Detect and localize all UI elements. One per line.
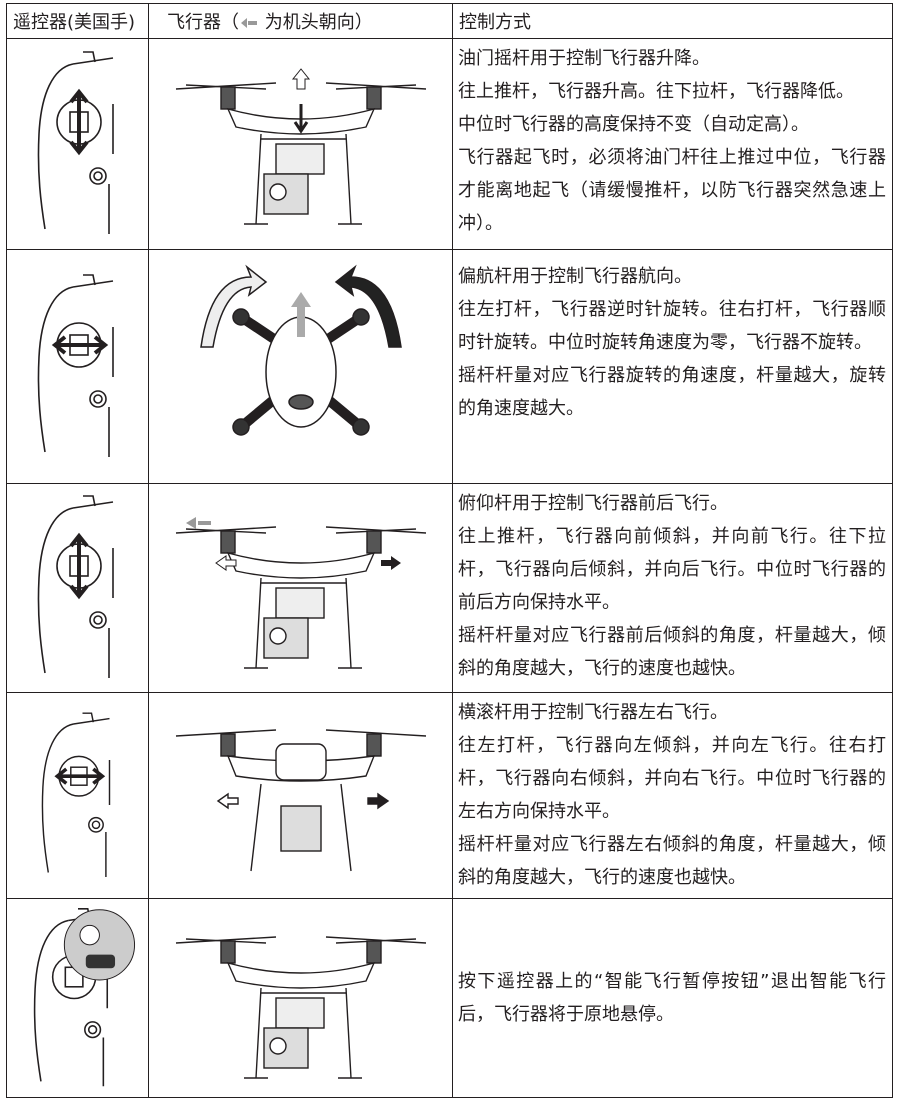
cell: 横滚杆用于控制飞行器左右飞行。往左打杆，飞行器向左倾斜，并向左飞行。往右打杆，飞… <box>452 692 893 899</box>
cell <box>6 692 149 899</box>
illustration-part <box>219 732 236 757</box>
illustration-part <box>366 792 389 809</box>
illustration-part <box>68 532 89 600</box>
illustration-part <box>199 264 402 436</box>
illustration-part <box>185 517 211 529</box>
control-table: 遥控器(美国手) 飞行器（ 为机头朝向） 控制方式 油门摇杆用于控制飞行器升降。… <box>6 3 893 1098</box>
illustration-part <box>175 728 426 871</box>
desc-line: 飞行器起飞时，必须将油门杆往上推过中位，飞行器才能离地起飞（请缓慢推杆，以防飞行… <box>458 147 886 234</box>
illustration-part <box>63 908 135 980</box>
row: 偏航杆用于控制飞行器航向。往左打杆，飞行器逆时针旋转。往右打杆，飞行器顺时针旋转… <box>6 249 893 484</box>
illustration-part <box>365 732 382 757</box>
illustration-part <box>174 526 427 669</box>
illustration-part <box>231 307 250 326</box>
desc-line: 摇杆杆量对应飞行器旋转的角速度，杆量越大，旋转的角速度越大。 <box>458 365 886 419</box>
cell <box>6 38 149 250</box>
header-remote: 遥控器(美国手) <box>6 3 149 39</box>
illustration-part <box>216 792 239 809</box>
drone-illustration <box>174 517 427 669</box>
remote-illustration <box>37 51 114 235</box>
illustration-part <box>279 804 322 852</box>
illustration-part <box>334 264 402 348</box>
illustration-part <box>249 783 352 871</box>
illustration-part <box>175 728 426 737</box>
cell: 偏航杆用于控制飞行器航向。往左打杆，飞行器逆时针旋转。往右打杆，飞行器顺时针旋转… <box>452 249 893 484</box>
header-aircraft: 飞行器（ 为机头朝向） <box>148 3 453 39</box>
illustration-part <box>214 555 236 571</box>
illustration-part <box>287 393 314 410</box>
cell <box>6 483 149 693</box>
remote-illustration <box>37 495 114 679</box>
illustration-part <box>85 954 115 968</box>
head-arrow-icon <box>241 18 257 28</box>
desc-line: 往左打杆，飞行器逆时针旋转。往右打杆，飞行器顺时针旋转。中位时旋转角速度为零，飞… <box>458 299 886 353</box>
header-text: 为机头朝向） <box>264 12 373 33</box>
cell <box>6 898 149 1098</box>
cell <box>148 249 453 484</box>
desc-line: 往上推杆，飞行器向前倾斜，并向前飞行。往下拉杆，飞行器向后倾斜，并向后飞行。中位… <box>458 526 886 613</box>
illustration-part <box>174 936 427 1079</box>
illustration-part <box>41 711 110 878</box>
illustration-part <box>290 291 311 337</box>
illustration-part <box>53 767 105 785</box>
desc-line: 往上推杆，飞行器升高。往下拉杆，飞行器降低。 <box>458 81 854 102</box>
illustration-part <box>78 924 100 945</box>
desc-line: 摇杆杆量对应飞行器左右倾斜的角度，杆量越大，倾斜的角度越大，飞行的速度也越快。 <box>458 834 886 888</box>
cell <box>148 898 453 1098</box>
illustration-part <box>291 68 310 90</box>
illustration-part <box>351 417 370 436</box>
row: 按下遥控器上的“智能飞行暂停按钮”退出智能飞行后，飞行器将于原地悬停。 <box>6 898 893 1098</box>
illustration-part <box>37 273 114 458</box>
row: 俯仰杆用于控制飞行器前后飞行。往上推杆，飞行器向前倾斜，并向前飞行。往下拉杆，飞… <box>6 483 893 693</box>
header-row: 遥控器(美国手) 飞行器（ 为机头朝向） 控制方式 <box>6 3 893 39</box>
desc-line: 油门摇杆用于控制飞行器升降。 <box>458 48 710 69</box>
illustration-part <box>231 417 250 436</box>
illustration-part <box>37 495 114 679</box>
desc-line: 往左打杆，飞行器向左倾斜，并向左飞行。往右打杆，飞行器向右倾斜，并向右飞行。中位… <box>458 735 886 822</box>
row: 横滚杆用于控制飞行器左右飞行。往左打杆，飞行器向左倾斜，并向左飞行。往右打杆，飞… <box>6 692 893 899</box>
cell <box>6 249 149 484</box>
illustration-part <box>37 51 114 235</box>
drone-illustration <box>174 936 427 1079</box>
desc-line: 中位时飞行器的高度保持不变（自动定高）。 <box>458 114 809 135</box>
desc-line: 横滚杆用于控制飞行器左右飞行。 <box>458 702 728 723</box>
cell: 按下遥控器上的“智能飞行暂停按钮”退出智能飞行后，飞行器将于原地悬停。 <box>452 898 893 1098</box>
illustration-part <box>68 88 89 156</box>
header-text: 飞行器（ <box>167 12 239 33</box>
illustration-part <box>293 104 308 134</box>
remote-illustration <box>33 907 135 1087</box>
illustration-part <box>241 18 257 28</box>
desc-line: 俯仰杆用于控制飞行器前后飞行。 <box>458 493 728 514</box>
row: 油门摇杆用于控制飞行器升降。往上推杆，飞行器升高。往下拉杆，飞行器降低。 中位时飞… <box>6 38 893 250</box>
drone-rear-illustration <box>175 728 426 871</box>
desc-line: 按下遥控器上的“智能飞行暂停按钮”退出智能飞行后，飞行器将于原地悬停。 <box>458 970 886 1025</box>
drone-top-illustration <box>199 264 402 436</box>
drone-illustration <box>174 68 427 225</box>
illustration-part <box>351 307 370 326</box>
remote-illustration <box>41 711 110 878</box>
desc-line: 偏航杆用于控制飞行器航向。 <box>458 266 692 287</box>
cell: 俯仰杆用于控制飞行器前后飞行。往上推杆，飞行器向前倾斜，并向前飞行。往下拉杆，飞… <box>452 483 893 693</box>
cell: 油门摇杆用于控制飞行器升降。往上推杆，飞行器升高。往下拉杆，飞行器降低。 中位时飞… <box>452 38 893 250</box>
header-control: 控制方式 <box>452 3 893 39</box>
illustration-part <box>380 556 401 570</box>
illustration-part <box>51 334 108 355</box>
cell <box>148 483 453 693</box>
remote-illustration <box>37 273 114 458</box>
cell <box>148 692 453 899</box>
illustration-part <box>199 264 267 348</box>
cell <box>148 38 453 250</box>
illustration-part <box>274 742 327 781</box>
desc-line: 摇杆杆量对应飞行器前后倾斜的角度，杆量越大，倾斜的角度越大，飞行的速度也越快。 <box>458 625 886 679</box>
